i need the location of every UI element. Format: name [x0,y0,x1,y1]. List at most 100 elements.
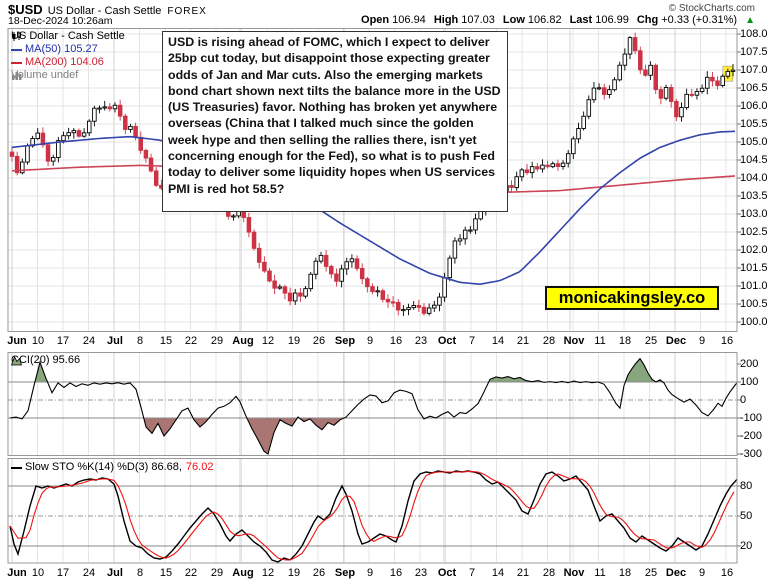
ma50-swatch [11,48,22,51]
cci-line [9,357,738,455]
x-day-label: 12 [261,567,275,579]
x-day-label: 9 [698,335,706,347]
ma200-swatch [11,61,22,64]
x-day-label: 26 [312,567,326,579]
quote-stat-value: +0.33 (+0.31%) [661,14,738,26]
cci-legend-label: CCI(20) 95.66 [11,354,81,366]
exchange-label: FOREX [167,6,207,17]
x-month-label: Jun [7,567,27,579]
x-day-label: 15 [159,335,173,347]
price-tick-label: 101.0 [740,280,767,292]
x-day-label: 16 [720,567,734,579]
price-tick-label: 105.5 [740,118,767,130]
cci-tick-label: 0 [740,394,747,406]
sto-legend-d-value: 76.02 [185,461,214,473]
x-day-label: 23 [414,567,428,579]
candlestick-icon [12,31,21,41]
x-day-label: 10 [31,335,45,347]
price-tick-label: 103.5 [740,190,767,202]
price-tick-label: 104.5 [740,154,767,166]
x-day-label: 29 [210,335,224,347]
legend-series-row: US Dollar - Cash Settle [11,30,125,43]
chart-header: $USD US Dollar - Cash Settle FOREX [8,1,207,17]
x-day-label: 10 [31,567,45,579]
price-tick-label: 107.0 [740,64,767,76]
x-month-label: Dec [665,567,687,579]
x-month-label: Sep [334,335,356,347]
quote-stat-value: 106.99 [595,14,629,26]
x-month-label: Oct [437,567,457,579]
annotation-note: USD is rising ahead of FOMC, which I exp… [162,31,508,212]
price-tick-label: 102.5 [740,226,767,238]
datetime: 18-Dec-2024 10:26am [8,15,113,27]
x-month-label: Nov [563,567,585,579]
cci-tick-label: 100 [740,376,759,388]
change-direction-icon: ▲ [745,15,755,26]
x-day-label: 7 [468,567,476,579]
x-day-label: 28 [542,567,556,579]
x-day-label: 16 [389,335,403,347]
x-month-label: Jul [107,567,123,579]
sto-tick-label: 80 [740,480,753,492]
sto-tick-label: 20 [740,540,753,552]
x-day-label: 16 [389,567,403,579]
price-tick-label: 101.5 [740,262,767,274]
cci-legend-row: CCI(20) 95.66 [11,354,80,367]
quote-stat-label: Low [502,14,525,26]
legend-ma50-label: MA(50) 105.27 [25,43,98,55]
x-day-label: 21 [516,567,530,579]
quote-stat-label: Chg [636,14,659,26]
x-day-label: 18 [618,335,632,347]
x-day-label: 12 [261,335,275,347]
candles-layer [9,32,736,316]
watermark-label: monicakingsley.co [545,286,719,310]
cci-tick-label: 200 [740,358,759,370]
sto-k-line [9,470,738,563]
ma50-line [11,130,736,286]
legend-ma200-label: MA(200) 104.06 [25,56,104,68]
x-day-label: 25 [644,567,658,579]
cci-tick-label: -100 [740,412,763,424]
quote-stat-value: 107.03 [461,14,495,26]
slow-sto-indicator-chart [7,458,741,564]
x-day-label: 26 [312,335,326,347]
x-day-label: 8 [136,567,144,579]
price-tick-label: 100.0 [740,316,767,328]
x-day-label: 11 [594,567,606,579]
legend-volume-label: Volume undef [11,69,79,81]
x-day-label: 11 [594,335,606,347]
x-day-label: 15 [159,567,173,579]
x-axis-labels-main: Jun 10 17 24 Jul 8 15 22 29 Aug 12 19 26 Sep 9 16 23 Oct 7… [0,332,767,350]
x-day-label: 9 [366,567,374,579]
quote-stats: Open 106.94 High 107.03 Low 106.82 Last 106.99 C… [361,14,755,26]
price-tick-label: 106.0 [740,100,767,112]
cci-tick-label: -200 [740,430,763,442]
x-day-label: 25 [644,335,658,347]
price-tick-label: 104.0 [740,172,767,184]
quote-stat-value: 106.82 [527,14,562,26]
x-month-label: Nov [563,335,585,347]
x-month-label: Oct [437,335,457,347]
x-day-label: 17 [56,567,70,579]
x-day-label: 22 [184,335,198,347]
x-day-label: 18 [618,567,632,579]
sto-k-swatch [11,466,22,469]
symbol: $USD [8,2,43,17]
price-tick-label: 105.0 [740,136,767,148]
copyright: © StockCharts.com [668,3,755,14]
price-tick-label: 108.0 [740,28,767,40]
x-day-label: 9 [366,335,374,347]
x-day-label: 29 [210,567,224,579]
x-day-label: 14 [491,335,505,347]
x-day-label: 19 [287,335,301,347]
cci-tick-label: -300 [740,448,763,460]
x-day-label: 28 [542,335,556,347]
quote-stat-label: Last [569,14,593,26]
x-day-label: 23 [414,335,428,347]
legend-ma50-row: MA(50) 105.27 [11,43,125,56]
x-day-label: 16 [720,335,734,347]
x-day-label: 14 [491,567,505,579]
x-day-label: 7 [468,335,476,347]
volume-icon [12,72,22,80]
